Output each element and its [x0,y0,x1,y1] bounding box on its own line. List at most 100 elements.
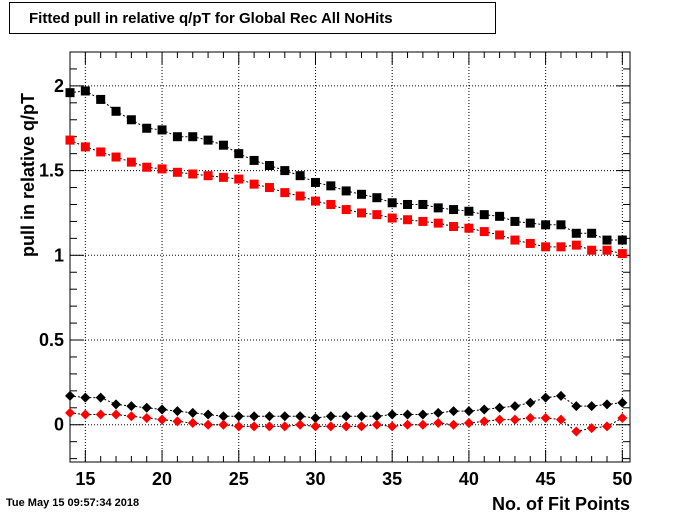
data-point [141,402,152,413]
y-tick-label: 2 [54,76,64,96]
data-point [449,205,459,215]
timestamp: Tue May 15 09:57:34 2018 [6,497,140,509]
data-point [325,411,336,422]
data-point [264,411,275,422]
data-point [80,392,91,403]
data-point [372,193,382,203]
data-point [280,188,290,198]
data-point [172,406,183,417]
data-point [325,421,336,432]
data-point [96,94,106,104]
data-points [65,86,628,437]
data-point [433,203,443,213]
data-point [310,196,320,206]
data-point [356,411,367,422]
data-point [433,407,444,418]
data-point [310,412,321,423]
data-point [402,419,413,430]
series-connector [560,395,577,407]
data-point [65,135,75,145]
data-point [463,406,474,417]
data-point [356,421,367,432]
data-point [341,411,352,422]
data-point [249,421,260,432]
series-connector [115,110,132,121]
data-point [172,132,182,142]
y-axis-label: pull in relative q/pT [18,93,38,257]
data-point [249,155,259,165]
data-point [494,414,505,425]
data-point [233,411,244,422]
data-point [509,401,520,412]
data-point [233,421,244,432]
data-point [218,172,228,182]
data-point [80,86,90,96]
y-tick-label: 1.5 [39,161,64,181]
data-point [111,106,121,116]
data-point [556,220,566,230]
data-point [357,208,367,218]
data-point [187,407,198,418]
data-point [479,404,490,415]
data-point [372,210,382,220]
data-point [418,199,428,209]
data-point [449,222,459,232]
data-point [571,426,582,437]
title-box: Fitted pull in relative q/pT for Global … [9,2,496,34]
data-point [403,215,413,225]
data-point [417,409,428,420]
x-tick-label: 20 [152,469,172,489]
data-point [80,409,91,420]
data-point [264,183,274,193]
data-point [326,181,336,191]
data-point [203,171,213,181]
data-point [264,421,275,432]
data-point [80,142,90,152]
x-axis-label: No. of Fit Points [492,494,630,514]
data-point [601,421,612,432]
x-tick-label: 35 [382,469,402,489]
data-point [525,397,536,408]
data-point [157,164,167,174]
data-point [617,235,627,245]
data-point [617,412,628,423]
data-point [126,411,137,422]
data-point [203,409,214,420]
series-2 [65,390,628,423]
data-point [157,404,168,415]
data-point [341,186,351,196]
data-point [494,402,505,413]
x-tick-label: 45 [536,469,556,489]
data-point [525,412,536,423]
x-tick-label: 15 [75,469,95,489]
data-point [341,205,351,215]
series-connector [85,90,101,100]
data-point [555,414,566,425]
data-point [587,245,597,255]
data-point [495,211,505,221]
data-point [571,401,582,412]
data-point [540,412,551,423]
data-point [571,228,581,238]
data-point [556,242,566,252]
data-point [65,390,75,401]
data-point [571,240,581,250]
data-point [142,123,152,133]
series-0 [65,86,627,245]
data-point [509,414,520,425]
data-point [264,161,274,171]
data-point [141,412,152,423]
data-point [126,401,137,412]
data-point [172,416,183,427]
data-point [96,147,106,157]
data-point [387,421,398,432]
data-point [448,406,459,417]
data-point [464,223,474,233]
data-point [310,177,320,187]
data-point [371,411,382,422]
data-point [387,213,397,223]
x-tick-label: 50 [612,469,632,489]
x-tick-label: 40 [459,469,479,489]
data-point [587,228,597,238]
